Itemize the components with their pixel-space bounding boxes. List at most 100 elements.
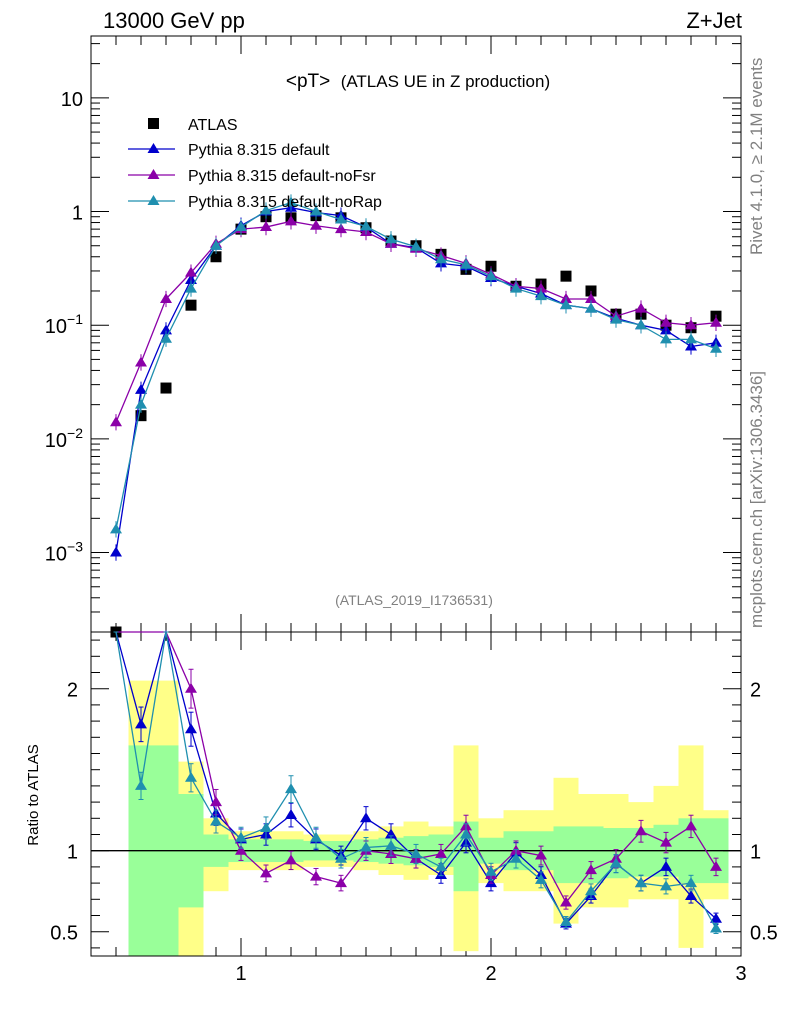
main-ytick-label: 10−3 [45,539,83,566]
marker-pythia-8-315-default-nofsr [285,215,297,226]
series-line-pythia-8-315-default [115,207,717,553]
marker-pythia-8-315-default-norap [435,253,447,264]
marker-pythia-8-315-default-norap [110,523,122,534]
ratio-marker-pythia-8-315-default-norap [660,880,672,891]
data-point-atlas [135,410,147,422]
ratio-ylabel: Ratio to ATLAS [25,744,42,845]
ratio-marker-pythia-8-315-default [685,890,697,901]
marker-pythia-8-315-default-norap [485,270,497,281]
ratio-axis-ticks: 0.5 0.5 1 1 2 2 1 2 3 [50,639,778,985]
marker-pythia-8-315-default-nofsr [110,416,122,427]
ratio-marker-pythia-8-315-default [360,812,372,823]
ratio-marker-pythia-8-315-default-norap [585,885,597,896]
ratio-marker-pythia-8-315-default-nofsr [310,870,322,881]
ratio-marker-pythia-8-315-default [710,912,722,923]
data-point-atlas [560,270,572,282]
ratio-marker-pythia-8-315-default [385,828,397,839]
xtick-label: 3 [735,963,746,985]
marker-pythia-8-315-default-norap [585,302,597,313]
ratio-marker-pythia-8-315-default-norap [235,831,247,842]
ratio-marker-pythia-8-315-default-norap [310,831,322,842]
header-left: 13000 GeV pp [103,8,245,33]
marker-pythia-8-315-default-norap [235,221,247,232]
ratio-marker-pythia-8-315-default-nofsr [685,820,697,831]
ratio-marker-pythia-8-315-default-norap [510,852,522,863]
header-right: Z+Jet [686,8,742,33]
chart-title: <pT> [286,71,330,92]
marker-pythia-8-315-default-nofsr [160,292,172,303]
marker-pythia-8-315-default-nofsr [710,316,722,327]
marker-pythia-8-315-default-nofsr [635,302,647,313]
ratio-marker-pythia-8-315-default-nofsr [635,825,647,836]
ratio-marker-pythia-8-315-default-norap [260,822,272,833]
ratio-marker-pythia-8-315-default-norap [210,815,222,826]
ratio-marker-pythia-8-315-default-norap [360,841,372,852]
ratio-marker-pythia-8-315-default [285,809,297,820]
marker-pythia-8-315-default-nofsr [185,266,197,277]
ratio-marker-pythia-8-315-default-nofsr [535,849,547,860]
ratio-marker-pythia-8-315-default-nofsr [235,844,247,855]
rivet-label: Rivet 4.1.0, ≥ 2.1M events [747,58,766,255]
ratio-marker-pythia-8-315-default [135,718,147,729]
ratio-ytick-label-right: 2 [750,680,761,702]
ratio-marker-pythia-8-315-default-nofsr [660,836,672,847]
legend: ATLAS Pythia 8.315 default Pythia 8.315 … [128,117,382,211]
marker-pythia-8-315-default-norap [210,239,222,250]
data-point-atlas [210,251,222,263]
legend-marker-atlas [148,118,159,129]
marker-pythia-8-315-default-norap [160,332,172,343]
legend-marker-default [147,143,160,153]
ratio-marker-pythia-8-315-default-norap [335,852,347,863]
ratio-marker-pythia-8-315-default-norap [410,847,422,858]
ratio-marker-pythia-8-315-default-norap [610,857,622,868]
ratio-marker-pythia-8-315-default-nofsr [210,796,222,807]
ratio-marker-pythia-8-315-default-norap [460,828,472,839]
legend-label-atlas: ATLAS [188,117,238,134]
marker-pythia-8-315-default-norap [560,299,572,310]
ratio-marker-pythia-8-315-default-norap [435,860,447,871]
marker-pythia-8-315-default-norap [635,319,647,330]
legend-label-default: Pythia 8.315 default [188,142,330,159]
chart-subtitle: (ATLAS UE in Z production) [341,72,550,91]
marker-pythia-8-315-default [110,546,122,557]
ratio-marker-pythia-8-315-default-nofsr [560,896,572,907]
marker-pythia-8-315-default-nofsr [135,356,147,367]
ratio-marker-pythia-8-315-default-norap [285,783,297,794]
marker-pythia-8-315-default-nofsr [535,282,547,293]
ratio-marker-pythia-8-315-default-nofsr [335,877,347,888]
xtick-label: 1 [235,963,246,985]
marker-pythia-8-315-default-norap [510,282,522,293]
marker-pythia-8-315-default-norap [335,213,347,224]
marker-pythia-8-315-default-norap [360,220,372,231]
marker-pythia-8-315-default-norap [135,398,147,409]
ratio-marker-pythia-8-315-default-nofsr [260,867,272,878]
marker-pythia-8-315-default-norap [685,333,697,344]
marker-pythia-8-315-default-nofsr [310,219,322,230]
legend-label-nofsr: Pythia 8.315 default-noFsr [188,168,376,185]
ratio-series-layer [113,629,722,935]
ratio-ytick-label-right: 1 [750,842,761,864]
main-ytick-label: 1 [72,203,83,225]
mcplots-label: mcplots.cern.ch [arXiv:1306.3436] [747,371,766,628]
main-series-pythia-8-315-default-norap [110,194,722,538]
ratio-marker-pythia-8-315-default-norap [635,877,647,888]
ratio-marker-pythia-8-315-default [660,860,672,871]
ratio-marker-pythia-8-315-default-nofsr [435,847,447,858]
main-axis-ticks: 10−3 10−2 10−1 1 10 [45,36,741,956]
marker-pythia-8-315-default-nofsr [685,319,697,330]
marker-pythia-8-315-default-norap [260,204,272,215]
marker-pythia-8-315-default-nofsr [260,221,272,232]
marker-pythia-8-315-default-norap [285,196,297,207]
ratio-panel-frame [90,631,742,957]
marker-pythia-8-315-default-norap [385,233,397,244]
ratio-series-pythia-8-315-default-norap [113,631,722,935]
ratio-ytick-label: 1 [67,842,78,864]
marker-pythia-8-315-default-norap [460,258,472,269]
ratio-marker-pythia-8-315-default-norap [685,877,697,888]
legend-marker-nofsr [147,169,160,179]
marker-pythia-8-315-default-norap [710,342,722,353]
legend-label-norap: Pythia 8.315 default-noRap [188,194,382,211]
analysis-watermark: (ATLAS_2019_I1736531) [335,592,493,608]
ratio-marker-pythia-8-315-default-nofsr [710,860,722,871]
